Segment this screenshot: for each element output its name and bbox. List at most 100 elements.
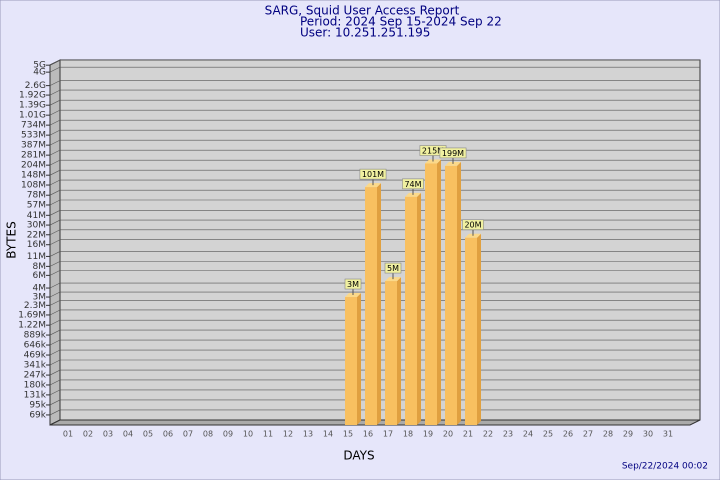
grid-line (49, 359, 61, 366)
y-tick-label: 387M (21, 141, 46, 151)
grid-line (49, 239, 61, 245)
y-tick-label: 4G (33, 68, 46, 78)
grid-line (49, 409, 61, 416)
y-tick-label: 78M (27, 191, 46, 201)
x-tick-label: 02 (83, 430, 93, 439)
y-tick-label: 734M (21, 121, 46, 131)
grid-line (49, 80, 61, 86)
bar-side (457, 161, 461, 425)
y-tick-label: 1.01G (19, 111, 46, 121)
bar-side (377, 183, 381, 425)
x-axis-label: DAYS (343, 449, 374, 463)
x-tick-label: 25 (543, 430, 553, 439)
grid-line (49, 261, 61, 267)
x-tick-label: 07 (183, 430, 193, 439)
y-tick-label: 889k (24, 331, 47, 341)
value-label-box (439, 147, 467, 159)
bar-side (437, 159, 441, 426)
y-tick-label: 6M (33, 271, 47, 281)
x-tick-label: 03 (103, 430, 113, 439)
y-tick-label: 2.6G (25, 81, 46, 91)
x-tick-label: 21 (463, 430, 473, 439)
grid-line (49, 251, 61, 257)
y-tick-label: 131k (24, 390, 47, 400)
x-tick-label: 05 (143, 430, 153, 439)
y-tick-label: 3M (33, 293, 47, 303)
value-label: 101M (362, 170, 384, 179)
y-tick-label: 341k (24, 360, 47, 370)
grid-line (49, 219, 61, 226)
bar-side (397, 277, 401, 425)
grid-line (49, 169, 61, 176)
grid-line (49, 109, 61, 116)
x-tick-label: 19 (423, 430, 433, 439)
x-tick-label: 27 (583, 430, 593, 439)
grid-line (49, 319, 61, 326)
bar (445, 165, 457, 425)
x-tick-label: 14 (323, 430, 333, 439)
grid-line (49, 189, 61, 196)
x-tick-label: 10 (243, 430, 253, 439)
y-tick-label: 1.39G (19, 101, 46, 111)
y-tick-label: 1.69M (18, 310, 46, 320)
grid-line (49, 149, 61, 156)
grid-line (49, 379, 61, 386)
value-label-box (384, 262, 402, 274)
bar (345, 297, 357, 425)
x-tick-label: 18 (403, 430, 413, 439)
timestamp: Sep/22/2024 00:02 (622, 462, 708, 472)
x-tick-label: 06 (163, 430, 173, 439)
y-tick-label: 69k (29, 410, 46, 420)
grid-line (49, 199, 61, 206)
grid-line (49, 59, 61, 66)
y-tick-label: 1.22M (18, 321, 46, 331)
y-tick-label: 108M (21, 181, 46, 191)
grid-line (49, 139, 61, 146)
grid-line (49, 349, 61, 356)
value-label-box (344, 278, 362, 290)
bar-side (477, 233, 481, 425)
x-tick-label: 26 (563, 430, 573, 439)
grid-line (49, 309, 61, 316)
grid-line (49, 300, 61, 306)
y-tick-label: 2.3M (24, 301, 46, 311)
y-tick-label: 16M (27, 240, 46, 250)
subtitle: Period: 2024 Sep 15-2024 Sep 22 (300, 15, 502, 29)
x-tick-label: 09 (223, 430, 233, 439)
grid-line (49, 159, 61, 166)
x-tick-label: 24 (523, 430, 533, 439)
y-tick-label: 281M (21, 151, 46, 161)
value-label-box (402, 178, 424, 190)
bar-side (417, 192, 421, 425)
value-label-box (359, 168, 387, 180)
y-tick-label: 41M (27, 211, 46, 221)
y-tick-label: 469k (24, 351, 47, 361)
x-tick-label: 11 (263, 430, 273, 439)
y-tick-label: 533M (21, 131, 46, 141)
y-tick-label: 247k (24, 371, 47, 381)
x-tick-label: 16 (363, 430, 373, 439)
x-tick-label: 04 (123, 430, 133, 439)
value-label-box (462, 219, 484, 231)
x-tick-label: 17 (383, 430, 393, 439)
x-tick-label: 23 (503, 430, 513, 439)
grid-line (49, 291, 61, 298)
y-tick-label: 5G (33, 61, 46, 71)
y-axis-label: BYTES (5, 221, 19, 258)
x-tick-label: 29 (623, 430, 633, 439)
grid-line (49, 229, 61, 236)
bar (425, 163, 437, 426)
x-tick-label: 22 (483, 430, 493, 439)
y-tick-label: 11M (27, 252, 46, 262)
grid-line (49, 369, 61, 376)
x-tick-label: 01 (63, 430, 73, 439)
y-tick-label: 180k (24, 380, 47, 390)
grid-line (49, 329, 61, 336)
bar (405, 196, 417, 425)
x-tick-label: 12 (283, 430, 293, 439)
x-tick-label: 15 (343, 430, 353, 439)
x-tick-label: 31 (663, 430, 673, 439)
value-label: 5M (387, 264, 399, 273)
value-label: 74M (404, 180, 421, 189)
